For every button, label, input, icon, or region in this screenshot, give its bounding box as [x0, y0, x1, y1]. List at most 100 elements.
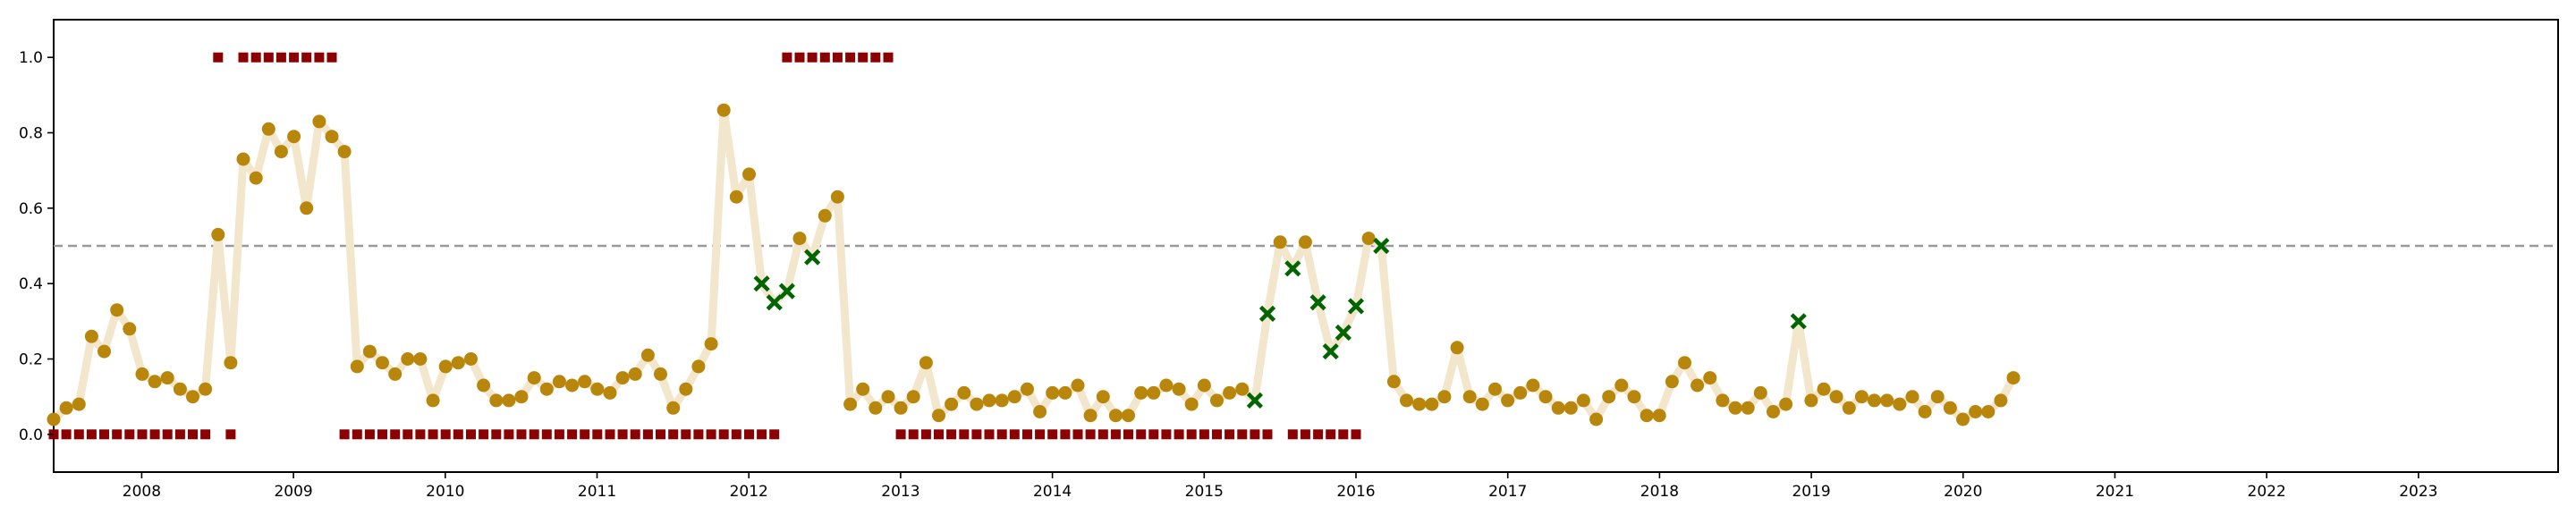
label-marker — [693, 429, 704, 440]
label-marker — [1287, 429, 1298, 440]
label-marker — [920, 429, 931, 440]
score-point — [970, 397, 984, 411]
y-tick-label: 0.6 — [19, 200, 43, 218]
x-axis: 2008 2009 2010 2011 2012 2013 2014 2015 2016 2017… — [123, 472, 2438, 501]
score-point — [160, 371, 174, 385]
score-point — [300, 201, 314, 215]
label-marker — [1060, 429, 1071, 440]
label-marker — [554, 429, 564, 440]
score-point — [1096, 390, 1110, 404]
score-point — [1652, 409, 1666, 423]
score-point — [97, 344, 111, 359]
score-point — [1298, 235, 1312, 249]
score-point — [894, 401, 908, 415]
y-tick-label: 0.0 — [19, 426, 43, 444]
score-point — [1513, 385, 1528, 400]
label-marker — [1035, 429, 1046, 440]
x-tick-label: 2017 — [1488, 483, 1527, 501]
label-marker — [124, 429, 135, 440]
score-point — [590, 382, 605, 396]
score-point — [869, 401, 883, 415]
label-marker — [1199, 429, 1209, 440]
label-marker — [491, 429, 502, 440]
label-marker — [883, 52, 894, 63]
label-marker — [275, 52, 286, 63]
label-marker — [213, 52, 224, 63]
label-marker — [617, 429, 628, 440]
label-marker — [1085, 429, 1096, 440]
anomaly-marker — [1309, 294, 1326, 311]
label-marker — [61, 429, 72, 440]
anomaly-marker — [1790, 313, 1807, 330]
score-point — [426, 393, 440, 408]
score-point — [919, 356, 933, 370]
score-point — [565, 378, 580, 393]
score-point — [1665, 375, 1679, 389]
label-marker — [1136, 429, 1147, 440]
label-markers-layer — [48, 52, 1361, 440]
score-point — [388, 367, 402, 381]
label-marker — [959, 429, 970, 440]
score-point — [1716, 393, 1730, 408]
label-marker — [1097, 429, 1108, 440]
label-marker — [605, 429, 615, 440]
label-marker — [1110, 429, 1121, 440]
score-point — [1046, 385, 1060, 400]
score-point — [704, 337, 718, 351]
score-point — [236, 152, 250, 166]
score-point — [110, 303, 124, 317]
score-point — [148, 375, 162, 389]
label-marker — [858, 52, 869, 63]
score-point — [1905, 390, 1919, 404]
label-marker — [782, 52, 792, 63]
label-marker — [1047, 429, 1058, 440]
score-point — [666, 401, 681, 415]
label-marker — [137, 429, 148, 440]
score-point — [843, 397, 858, 411]
anomaly-marker — [1335, 324, 1352, 342]
label-marker — [819, 52, 830, 63]
y-tick-label: 0.4 — [19, 275, 43, 293]
score-point — [1526, 378, 1540, 393]
score-point — [1488, 382, 1502, 396]
label-marker — [314, 52, 325, 63]
score-point — [1172, 382, 1186, 396]
score-point — [654, 367, 667, 381]
score-point — [1753, 385, 1767, 400]
score-point — [1640, 409, 1654, 423]
score-point — [1589, 412, 1604, 426]
score-point — [1994, 393, 2008, 408]
score-point — [552, 375, 566, 389]
score-point — [199, 382, 213, 396]
anomaly-marker — [753, 275, 770, 292]
x-tick-label: 2011 — [578, 483, 616, 501]
score-point — [1817, 382, 1831, 396]
score-point — [1602, 390, 1616, 404]
score-point — [337, 145, 352, 159]
label-marker — [1072, 429, 1083, 440]
label-marker — [479, 429, 489, 440]
label-marker — [731, 429, 741, 440]
label-marker — [263, 52, 274, 63]
score-point — [1804, 393, 1818, 408]
score-point — [1576, 393, 1590, 408]
label-marker — [744, 429, 754, 440]
score-point — [1779, 397, 1793, 411]
score-point — [514, 390, 529, 404]
label-marker — [415, 429, 426, 440]
score-point — [982, 393, 996, 408]
label-marker — [895, 429, 906, 440]
score-point — [413, 352, 428, 366]
score-point — [830, 190, 844, 204]
score-point — [401, 352, 415, 366]
anomaly-marker — [1322, 342, 1339, 360]
score-point — [856, 382, 870, 396]
label-marker — [807, 52, 818, 63]
label-marker — [390, 429, 401, 440]
score-point — [1501, 393, 1515, 408]
score-point — [792, 232, 807, 246]
score-point — [72, 397, 86, 411]
label-marker — [934, 429, 944, 440]
score-point — [1868, 393, 1881, 408]
